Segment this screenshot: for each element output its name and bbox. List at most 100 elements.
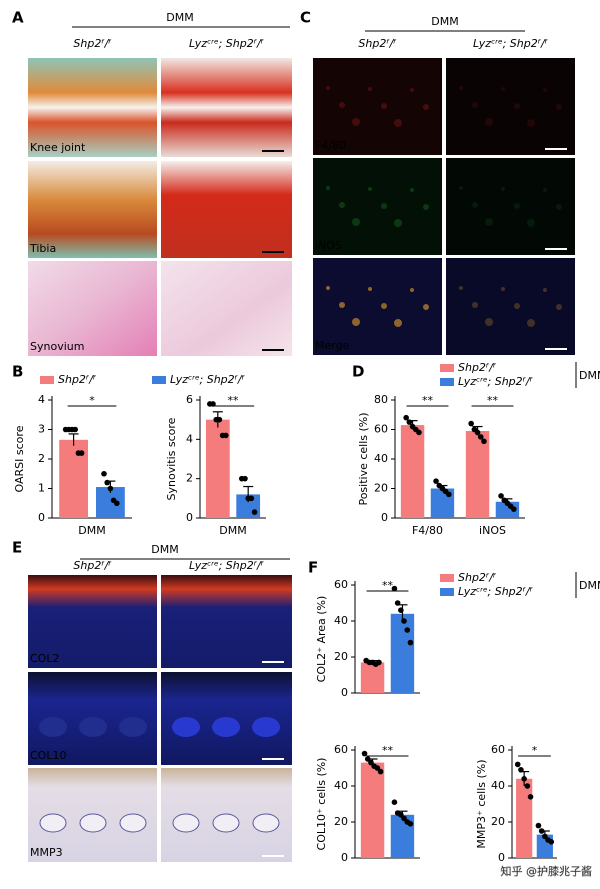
micrograph	[28, 575, 157, 668]
data-point	[374, 765, 381, 771]
legend-swatch	[440, 378, 454, 386]
stain-spot	[527, 219, 535, 227]
y-tick-label: 80	[374, 393, 388, 406]
data-point	[527, 794, 534, 800]
bar	[390, 814, 415, 858]
stain-spot	[556, 204, 562, 210]
data-point	[391, 585, 398, 592]
stain-spot	[410, 88, 414, 92]
stain-spot	[381, 203, 387, 209]
legend-swatch	[440, 574, 454, 582]
data-point	[407, 821, 414, 827]
row-label: COL2	[30, 652, 59, 665]
data-point	[104, 479, 110, 486]
panel-label: F	[308, 559, 318, 577]
x-tick-label: DMM	[219, 524, 246, 537]
lacuna	[252, 813, 280, 833]
data-point	[524, 783, 531, 789]
stain-spot	[423, 204, 429, 210]
y-tick-label: 0	[381, 511, 388, 524]
data-point	[433, 478, 439, 484]
data-point	[538, 828, 545, 834]
lacuna	[212, 813, 240, 833]
data-point	[364, 756, 371, 762]
y-axis-label: Positive cells (%)	[357, 412, 370, 505]
stain-spot	[423, 104, 429, 110]
y-tick-label: 40	[334, 614, 348, 627]
stain-spot	[459, 86, 463, 90]
micrograph	[446, 158, 575, 255]
stain-spot	[514, 103, 520, 109]
data-point	[394, 600, 401, 606]
stain-spot	[339, 102, 345, 108]
data-point	[101, 470, 107, 477]
bar	[400, 425, 425, 518]
row-label: Tibia	[29, 242, 56, 255]
bar	[516, 778, 533, 858]
data-point	[481, 438, 487, 445]
stain-spot	[472, 302, 478, 308]
stain-spot	[394, 319, 402, 327]
y-tick-label: 20	[334, 815, 348, 828]
stain-spot	[543, 288, 547, 292]
stain-spot	[485, 218, 493, 226]
y-tick-label: 0	[186, 511, 193, 524]
data-point	[403, 414, 409, 421]
y-tick-label: 4	[38, 393, 45, 406]
stain-spot	[485, 118, 493, 126]
micrograph	[161, 575, 292, 668]
y-axis-label: COL2⁺ Area (%)	[315, 596, 328, 683]
stain-spot	[543, 188, 547, 192]
data-point	[242, 475, 248, 482]
significance-label: **	[487, 394, 499, 407]
column-label: Lyzᶜʳᵉ; Shp2ᶠ/ᶠ	[189, 37, 265, 50]
significance-label: **	[228, 394, 240, 407]
column-label: Lyzᶜʳᵉ; Shp2ᶠ/ᶠ	[189, 559, 265, 572]
stain-spot	[556, 304, 562, 310]
lacuna	[119, 813, 147, 833]
panel-label: C	[300, 9, 311, 27]
y-axis-label: COL10⁺ cells (%)	[315, 758, 328, 851]
row-label: COL10	[30, 749, 66, 762]
data-point	[401, 618, 407, 624]
stain-spot	[394, 219, 402, 227]
data-point	[518, 767, 524, 773]
legend-label: Shp2ᶠ/ᶠ	[458, 361, 497, 374]
data-point	[107, 485, 114, 492]
stain-blob	[79, 717, 107, 737]
legend-swatch	[40, 376, 54, 384]
data-point	[361, 750, 368, 757]
y-tick-label: 0	[341, 851, 348, 864]
panel-label: E	[12, 539, 22, 557]
lacuna	[39, 813, 67, 833]
data-point	[416, 429, 422, 436]
y-tick-label: 60	[491, 743, 505, 756]
legend-title: DMM	[579, 579, 600, 592]
stain-spot	[326, 286, 330, 290]
watermark: 知乎 @护膝兆子酱	[501, 864, 593, 878]
data-point	[114, 500, 120, 507]
y-tick-label: 20	[491, 815, 505, 828]
stain-spot	[472, 102, 478, 108]
stain-spot	[326, 86, 330, 90]
stain-spot	[423, 304, 429, 310]
data-point	[407, 639, 414, 646]
y-tick-label: 0	[38, 511, 45, 524]
stain-spot	[459, 286, 463, 290]
row-label: F4/80	[315, 139, 346, 152]
stain-spot	[501, 287, 505, 291]
y-tick-label: 40	[491, 779, 505, 792]
stain-spot	[352, 118, 360, 126]
y-tick-label: 2	[38, 452, 45, 465]
data-point	[223, 432, 229, 439]
stain-spot	[472, 202, 478, 208]
stain-spot	[410, 288, 414, 292]
bar	[360, 662, 385, 693]
column-label: Lyzᶜʳᵉ; Shp2ᶠ/ᶠ	[473, 37, 549, 50]
panel-label: A	[12, 9, 24, 27]
stain-spot	[394, 119, 402, 127]
data-point	[78, 450, 85, 456]
y-axis-label: Synovitis score	[165, 417, 178, 500]
data-point	[377, 768, 384, 775]
